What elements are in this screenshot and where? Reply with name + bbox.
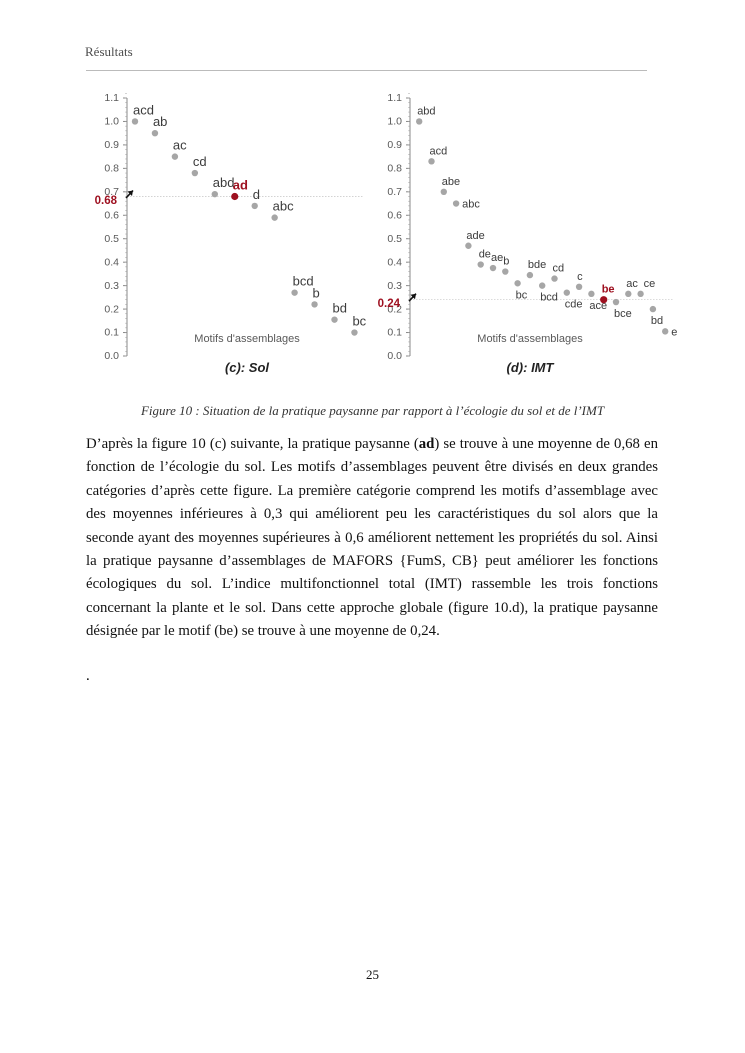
svg-text:bc: bc [516, 289, 528, 301]
svg-text:ade: ade [466, 230, 484, 242]
svg-text:ab: ab [153, 114, 167, 129]
svg-text:0.4: 0.4 [387, 256, 402, 268]
svg-text:ad: ad [233, 178, 248, 193]
svg-text:abd: abd [213, 175, 235, 190]
svg-text:0.9: 0.9 [387, 139, 402, 151]
svg-text:abe: abe [442, 176, 460, 188]
svg-text:ce: ce [644, 278, 656, 290]
svg-text:acd: acd [430, 145, 448, 157]
svg-text:0.6: 0.6 [387, 209, 402, 221]
svg-text:1.0: 1.0 [387, 116, 402, 128]
svg-text:bde: bde [528, 259, 546, 271]
svg-text:b: b [503, 256, 509, 268]
svg-text:1.1: 1.1 [104, 92, 119, 104]
svg-text:0.7: 0.7 [387, 186, 402, 198]
svg-text:bcd: bcd [540, 292, 558, 304]
svg-text:bd: bd [651, 315, 663, 327]
svg-text:0.8: 0.8 [104, 163, 119, 175]
svg-text:b: b [313, 285, 320, 300]
svg-text:de: de [479, 249, 491, 261]
svg-text:bcd: bcd [293, 274, 314, 289]
svg-text:0.3: 0.3 [387, 280, 402, 292]
svg-text:0.2: 0.2 [104, 303, 119, 315]
svg-text:ac: ac [626, 278, 638, 290]
svg-text:cde: cde [565, 299, 583, 311]
svg-text:0.6: 0.6 [104, 209, 119, 221]
svg-text:cd: cd [193, 154, 207, 169]
svg-text:0.3: 0.3 [104, 280, 119, 292]
svg-text:0.24: 0.24 [378, 298, 401, 310]
svg-text:0.5: 0.5 [104, 233, 119, 245]
svg-text:1.0: 1.0 [104, 116, 119, 128]
svg-text:d: d [253, 187, 260, 202]
svg-text:0.8: 0.8 [387, 163, 402, 175]
svg-text:0.5: 0.5 [387, 233, 402, 245]
svg-text:0.9: 0.9 [104, 139, 119, 151]
svg-text:abc: abc [273, 199, 294, 214]
svg-text:bc: bc [352, 314, 366, 329]
svg-text:0.4: 0.4 [104, 256, 119, 268]
svg-text:1.1: 1.1 [387, 92, 402, 104]
svg-text:abd: abd [417, 105, 435, 117]
svg-text:ae: ae [491, 252, 503, 264]
svg-text:ac: ac [173, 138, 187, 153]
svg-text:cd: cd [553, 263, 565, 275]
svg-text:abc: abc [462, 199, 480, 211]
svg-text:0.68: 0.68 [95, 195, 118, 207]
svg-text:acd: acd [133, 102, 154, 117]
svg-text:bce: bce [614, 308, 632, 320]
svg-text:c: c [577, 271, 583, 283]
svg-text:be: be [602, 284, 615, 296]
svg-text:bd: bd [333, 301, 347, 316]
